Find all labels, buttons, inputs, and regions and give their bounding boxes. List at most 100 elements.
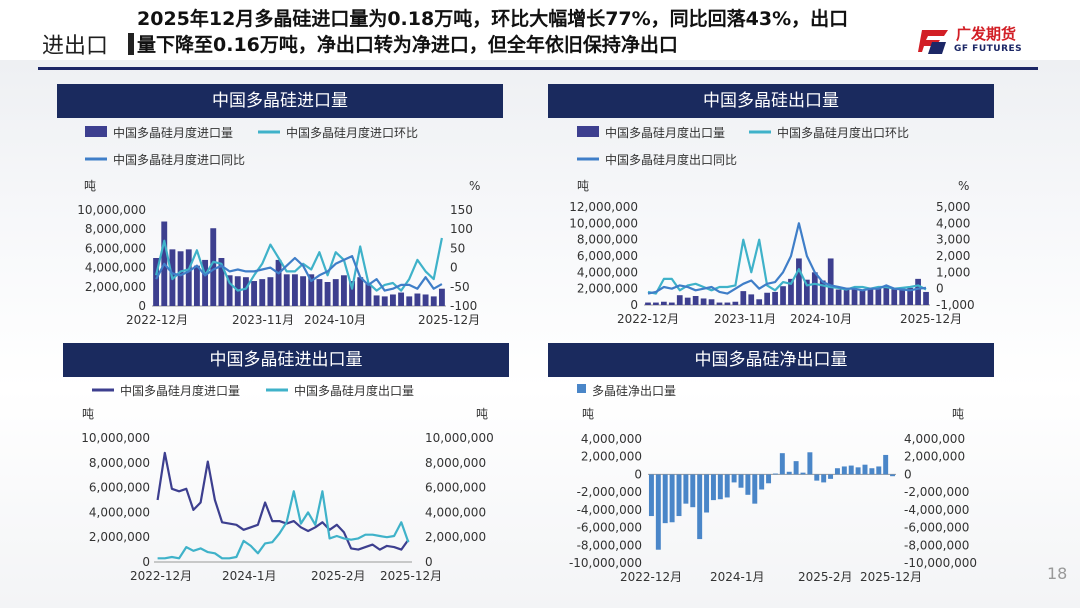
- right-unit-import_export: 吨: [476, 407, 488, 421]
- bar-import-21: [324, 282, 331, 306]
- bar-net_export-1: [655, 474, 661, 550]
- bar-export-10: [724, 302, 731, 305]
- left-tick-export-0: 12,000,000: [569, 200, 638, 214]
- right-tick-net_export-3: -2,000,000: [904, 485, 969, 499]
- legend-label-import_export-1: 中国多晶硅月度出口量: [294, 383, 414, 398]
- bar-export-30: [883, 287, 890, 305]
- bar-net_export-18: [772, 473, 778, 475]
- bar-export-9: [716, 302, 723, 305]
- x-tick-import_export-0: 2022-12月: [130, 569, 192, 583]
- bar-import-25: [357, 277, 364, 306]
- bar-export-33: [907, 287, 913, 305]
- bar-import-3: [177, 251, 184, 306]
- right-tick-import-2: 50: [450, 241, 465, 255]
- left-tick-import-2: 6,000,000: [85, 241, 146, 255]
- left-unit-import_export: 吨: [82, 407, 94, 421]
- bar-export-1: [653, 302, 659, 305]
- bar-net_export-17: [766, 474, 772, 484]
- x-tick-import_export-1: 2024-1月: [222, 569, 277, 583]
- series-line-import-2: [155, 255, 443, 292]
- legend-label-import-1: 中国多晶硅月度进口环比: [286, 125, 418, 140]
- left-tick-net_export-6: -8,000,000: [577, 538, 642, 552]
- right-tick-export-1: 4,000: [936, 216, 970, 230]
- right-tick-net_export-0: 4,000,000: [904, 432, 965, 446]
- bar-net_export-12: [731, 474, 737, 483]
- bar-import-14: [267, 277, 274, 306]
- bar-import-16: [283, 274, 290, 306]
- right-tick-export-5: 0: [936, 282, 944, 296]
- x-tick-export-0: 2022-12月: [617, 312, 679, 326]
- left-tick-import-3: 4,000,000: [85, 261, 146, 275]
- left-tick-net_export-3: -2,000,000: [577, 485, 642, 499]
- bar-net_export-26: [828, 474, 834, 479]
- bar-import-6: [202, 259, 209, 306]
- right-tick-net_export-1: 2,000,000: [904, 450, 965, 464]
- bar-export-6: [692, 296, 699, 305]
- legend-label-import_export-0: 中国多晶硅月度进口量: [120, 383, 240, 398]
- left-tick-export-5: 2,000,000: [577, 282, 638, 296]
- bar-net_export-24: [814, 474, 820, 481]
- bar-net_export-33: [876, 466, 882, 475]
- logo-subtext: GF FUTURES: [954, 44, 1023, 54]
- left-unit-export: 吨: [577, 179, 589, 193]
- bar-net_export-13: [738, 474, 744, 488]
- right-tick-export-6: -1,000: [936, 298, 975, 312]
- bar-net_export-23: [807, 452, 813, 475]
- bar-net_export-9: [710, 474, 716, 501]
- bar-net_export-28: [841, 466, 847, 475]
- legend-label-export-1: 中国多晶硅月度出口环比: [777, 125, 909, 140]
- left-tick-import_export-1: 8,000,000: [89, 456, 150, 470]
- bar-net_export-27: [834, 468, 840, 475]
- bar-import-28: [381, 296, 388, 306]
- headline: 2025年12月多晶硅进口量为0.18万吨，环比大幅增长77%，同比回落43%，…: [137, 6, 937, 58]
- left-unit-import: 吨: [84, 179, 96, 193]
- x-tick-export-3: 2025-12月: [900, 312, 962, 326]
- bar-import-35: [438, 288, 445, 306]
- panel-title-net-export: 中国多晶硅净出口量: [548, 343, 994, 377]
- bar-export-23: [827, 258, 834, 305]
- bar-net_export-25: [821, 474, 827, 483]
- bar-net_export-14: [745, 474, 751, 495]
- bar-net_export-20: [786, 471, 792, 475]
- bar-import-4: [185, 249, 192, 306]
- left-tick-net_export-1: 2,000,000: [581, 450, 642, 464]
- x-tick-import-1: 2023-11月: [232, 313, 294, 327]
- bar-export-11: [732, 301, 739, 305]
- bar-import-8: [218, 258, 225, 306]
- left-tick-import_export-3: 4,000,000: [89, 505, 150, 519]
- x-tick-import_export-3: 2025-12月: [380, 569, 442, 583]
- legend-swatch-net_export-0: [577, 384, 586, 393]
- left-tick-import_export-2: 6,000,000: [89, 481, 150, 495]
- legend-swatch-export-0: [577, 126, 599, 137]
- bar-export-2: [661, 301, 667, 305]
- bar-net_export-11: [724, 474, 730, 498]
- bar-export-26: [851, 289, 858, 305]
- x-tick-export-1: 2023-11月: [714, 312, 776, 326]
- bar-export-28: [867, 289, 874, 305]
- bar-export-24: [835, 289, 842, 305]
- right-tick-import-4: -50: [450, 280, 470, 294]
- right-tick-export-2: 3,000: [936, 233, 970, 247]
- legend-label-export-2: 中国多晶硅月度出口同比: [605, 152, 737, 167]
- right-unit-net_export: 吨: [952, 407, 964, 421]
- bar-net_export-19: [779, 453, 785, 475]
- bar-net_export-16: [759, 474, 765, 490]
- legend-label-net_export-0: 多晶硅净出口量: [592, 384, 676, 398]
- legend-label-import-2: 中国多晶硅月度进口同比: [113, 152, 245, 167]
- right-unit-import: %: [469, 179, 480, 193]
- right-tick-import_export-0: 10,000,000: [425, 431, 494, 445]
- bar-net_export-7: [697, 474, 703, 540]
- left-tick-export-1: 10,000,000: [569, 216, 638, 230]
- bar-net_export-6: [690, 474, 696, 508]
- right-tick-net_export-2: 0: [904, 467, 912, 481]
- bar-import-12: [251, 281, 258, 306]
- bar-export-20: [804, 279, 810, 305]
- headline-line-2: 量下降至0.16万吨，净出口转为净进口，但全年依旧保持净出口: [137, 34, 678, 56]
- logo-text: 广发期货: [956, 25, 1017, 43]
- bar-net_export-4: [676, 474, 682, 517]
- bar-import-30: [398, 292, 405, 306]
- bar-net_export-8: [704, 474, 710, 513]
